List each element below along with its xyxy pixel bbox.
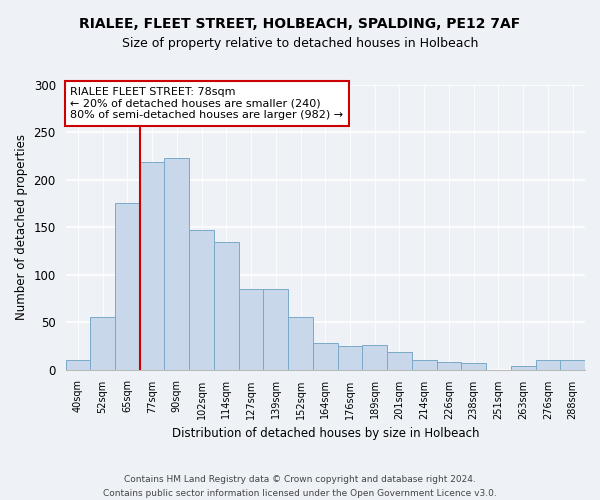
Bar — [412, 360, 437, 370]
Bar — [164, 158, 189, 370]
Y-axis label: Number of detached properties: Number of detached properties — [15, 134, 28, 320]
Bar — [140, 162, 164, 370]
Bar — [362, 345, 387, 370]
Bar — [189, 230, 214, 370]
Text: Contains HM Land Registry data © Crown copyright and database right 2024.
Contai: Contains HM Land Registry data © Crown c… — [103, 476, 497, 498]
Bar — [511, 366, 536, 370]
Bar — [239, 289, 263, 370]
Bar — [387, 352, 412, 370]
Bar — [90, 318, 115, 370]
Bar — [313, 343, 338, 369]
Bar — [65, 360, 90, 370]
Bar — [437, 362, 461, 370]
Bar — [560, 360, 585, 370]
X-axis label: Distribution of detached houses by size in Holbeach: Distribution of detached houses by size … — [172, 427, 479, 440]
Bar — [461, 363, 486, 370]
Text: RIALEE, FLEET STREET, HOLBEACH, SPALDING, PE12 7AF: RIALEE, FLEET STREET, HOLBEACH, SPALDING… — [79, 18, 521, 32]
Bar — [288, 318, 313, 370]
Bar — [338, 346, 362, 370]
Bar — [115, 202, 140, 370]
Bar — [214, 242, 239, 370]
Text: RIALEE FLEET STREET: 78sqm
← 20% of detached houses are smaller (240)
80% of sem: RIALEE FLEET STREET: 78sqm ← 20% of deta… — [70, 87, 344, 120]
Bar — [263, 289, 288, 370]
Bar — [536, 360, 560, 370]
Text: Size of property relative to detached houses in Holbeach: Size of property relative to detached ho… — [122, 38, 478, 51]
